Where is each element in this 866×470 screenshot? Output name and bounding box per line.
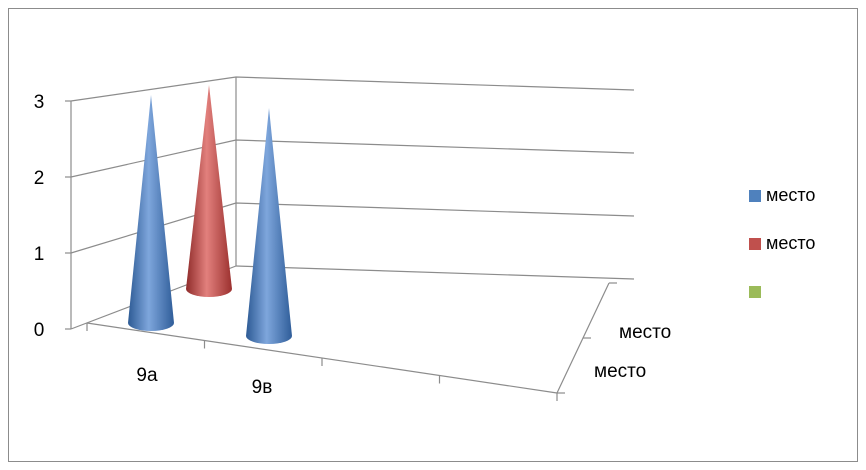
depth-tick-label: место [594, 361, 646, 382]
y-tick-label: 3 [34, 92, 45, 113]
gridline [70, 76, 635, 102]
cone-blue [246, 108, 292, 344]
legend: место место [749, 185, 815, 298]
x-tick-label: 9в [252, 377, 273, 398]
y-tick-label: 0 [34, 320, 45, 341]
cone-chart: 0 1 2 3 9а 9в место место место место [34, 76, 815, 401]
cone-red [186, 85, 232, 297]
chart-marks [128, 85, 292, 344]
legend-swatch [749, 238, 761, 250]
legend-swatch [749, 190, 761, 202]
y-tick-label: 1 [34, 244, 45, 265]
chart-area: 0 1 2 3 9а 9в место место место место [8, 8, 858, 462]
cone-blue [128, 95, 174, 331]
legend-swatch [749, 286, 761, 298]
depth-tick-label: место [619, 322, 671, 343]
y-tick-label: 2 [34, 168, 45, 189]
legend-label: место [766, 233, 815, 253]
x-tick-label: 9а [136, 365, 158, 386]
floor-back-edge [235, 265, 635, 280]
legend-label: место [766, 185, 815, 205]
chart-labels: 0 1 2 3 9а 9в место место [34, 92, 671, 398]
